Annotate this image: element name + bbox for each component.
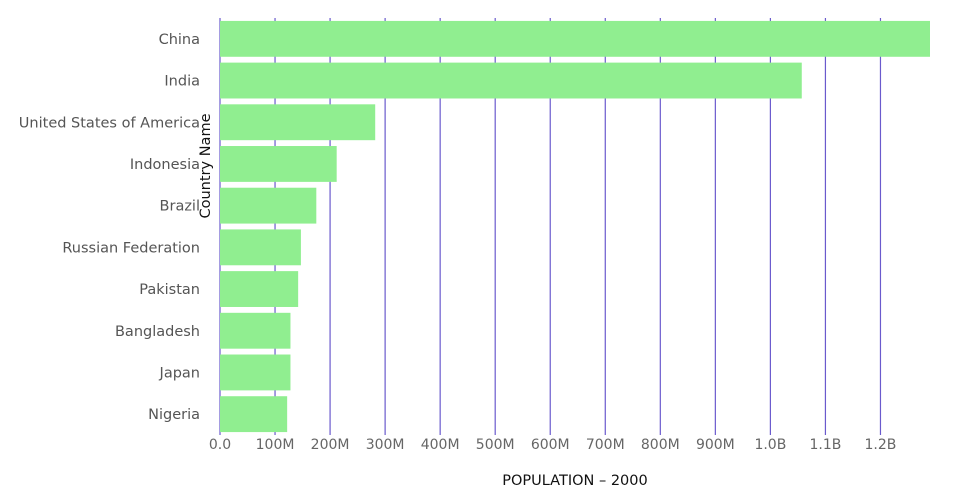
bar [220, 187, 317, 224]
category-label: United States of America [19, 115, 200, 131]
category-label: India [164, 74, 200, 90]
bar [220, 354, 291, 391]
category-label: Russian Federation [62, 240, 200, 256]
category-label: Pakistan [139, 282, 200, 298]
x-tick-label: 700M [586, 437, 625, 453]
bar [220, 396, 288, 433]
x-tick-label: 300M [366, 437, 405, 453]
bars [220, 20, 930, 433]
category-label: Indonesia [130, 157, 200, 173]
x-tick-labels: 0.0 100M 200M 300M 400M 500M 600M 700M 800M 900M 1… [209, 437, 897, 453]
category-label: Nigeria [148, 407, 200, 423]
category-label: Brazil [160, 199, 200, 215]
y-axis-title: Country Name [198, 113, 214, 218]
category-label: Bangladesh [115, 324, 200, 340]
bar [220, 229, 301, 266]
bar [220, 312, 291, 349]
x-tick-label: 800M [641, 437, 680, 453]
x-tick-label: 600M [531, 437, 570, 453]
x-tick-label: 500M [476, 437, 515, 453]
bar [220, 20, 930, 57]
x-tick-label: 1.1B [809, 437, 841, 453]
category-label: China [159, 32, 200, 48]
category-label: Japan [159, 365, 200, 381]
x-axis-title: POPULATION – 2000 [502, 473, 647, 489]
x-tick-label: 400M [421, 437, 460, 453]
category-labels: China India United States of America Indone… [19, 32, 200, 423]
x-tick-label: 0.0 [209, 437, 231, 453]
bar [220, 104, 376, 141]
x-tick-label: 900M [696, 437, 735, 453]
bar [220, 271, 299, 307]
x-tick-label: 1.0B [754, 437, 786, 453]
bar [220, 62, 802, 99]
bar [220, 146, 337, 182]
x-tick-label: 1.2B [865, 437, 897, 453]
x-tick-label: 100M [256, 437, 295, 453]
x-tick-label: 200M [311, 437, 350, 453]
